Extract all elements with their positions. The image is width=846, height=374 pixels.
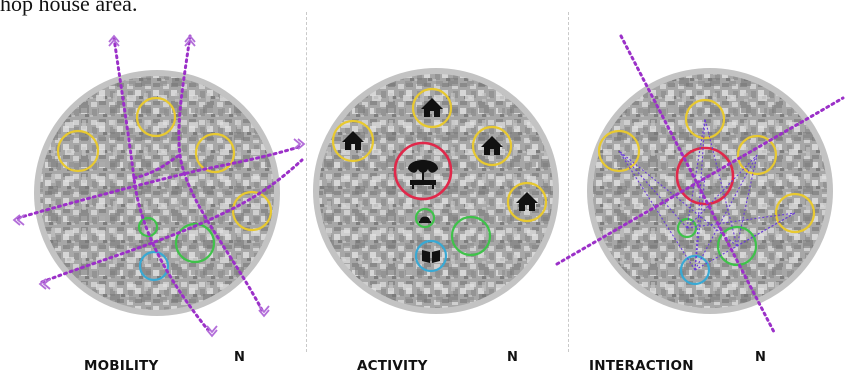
double-chevron-icon — [206, 325, 218, 338]
route-path — [16, 144, 304, 220]
green-zone-circle — [414, 207, 436, 229]
interaction-axis — [555, 96, 845, 266]
route-path — [132, 153, 182, 180]
double-chevron-icon — [184, 34, 196, 47]
house-zone-circle — [506, 181, 548, 223]
house-icon — [421, 98, 443, 117]
house-zone-circle — [194, 132, 236, 174]
house-zone-circle — [135, 96, 177, 138]
blue-zone-circle — [414, 239, 448, 273]
house-zone-circle — [597, 129, 641, 173]
connection-lines — [618, 118, 796, 271]
worship-icon — [419, 216, 431, 223]
panel-label: INTERACTION — [589, 358, 694, 374]
market-stall-icon — [408, 160, 438, 189]
house-icon — [342, 131, 364, 150]
market-zone-circle — [675, 146, 735, 206]
green-zone-circle — [450, 215, 492, 257]
house-zone-circle — [736, 134, 778, 176]
house-icon — [516, 192, 538, 211]
double-chevron-icon — [293, 138, 306, 150]
blue-zone-circle — [679, 254, 711, 286]
route-path — [177, 34, 264, 312]
panel-interaction: INTERACTION N — [555, 10, 846, 374]
interaction-diagram — [555, 34, 845, 336]
double-chevron-icon — [12, 214, 25, 226]
north-marker: N — [234, 350, 245, 365]
route-path — [40, 158, 304, 284]
mobility-diagram — [12, 34, 306, 338]
house-zone-circle — [684, 98, 726, 140]
house-icon — [481, 136, 503, 155]
house-zone-circle — [774, 192, 816, 234]
market-zone-circle — [393, 141, 453, 201]
north-marker: N — [507, 350, 518, 365]
double-chevron-icon — [258, 305, 270, 318]
divider-right — [568, 12, 569, 352]
panel-label: ACTIVITY — [357, 358, 428, 374]
blue-zone-circle — [138, 250, 170, 282]
green-zone-circle — [137, 216, 159, 238]
connection-lines — [618, 118, 796, 247]
route-path — [112, 36, 210, 332]
double-chevron-icon — [108, 34, 120, 47]
green-zone-circle — [676, 217, 698, 239]
green-zone-circle — [716, 225, 758, 267]
panel-mobility: MOBILITY N — [0, 10, 306, 374]
double-chevron-icon — [38, 278, 51, 290]
divider-left — [306, 12, 307, 352]
north-marker: N — [755, 350, 766, 365]
panel-activity: ACTIVITY N — [307, 10, 568, 374]
house-zone-circle — [471, 125, 513, 167]
green-zone-circle — [174, 222, 216, 264]
panel-label: MOBILITY — [84, 358, 159, 374]
activity-diagram — [313, 68, 559, 314]
house-zone-circle — [231, 190, 273, 232]
book-icon — [422, 250, 440, 263]
house-zone-circle — [56, 129, 100, 173]
house-zone-circle — [411, 87, 453, 129]
interaction-axis — [619, 34, 777, 336]
house-zone-circle — [331, 119, 375, 163]
caption-fragment: hop house area. — [0, 0, 138, 16]
